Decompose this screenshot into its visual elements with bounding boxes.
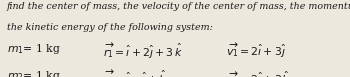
Text: $\overrightarrow{v_1} = 2\hat{\imath} + 3\hat{\jmath}$: $\overrightarrow{v_1} = 2\hat{\imath} + … [226,42,286,60]
Text: $m_1$= 1 kg: $m_1$= 1 kg [7,42,61,56]
Text: $m_2$= 1 kg: $m_2$= 1 kg [7,69,61,77]
Text: $\overrightarrow{r_2} = \hat{\imath} - \hat{\jmath} + \hat{k}$: $\overrightarrow{r_2} = \hat{\imath} - \… [103,69,168,77]
Text: the kinetic energy of the following system:: the kinetic energy of the following syst… [7,23,213,32]
Text: $\overrightarrow{r_1} = \hat{\imath} + 2\hat{\jmath} + 3\,\hat{k}$: $\overrightarrow{r_1} = \hat{\imath} + 2… [103,42,183,61]
Text: $\overrightarrow{v_2} = 2\hat{\jmath} + 3\hat{k}$: $\overrightarrow{v_2} = 2\hat{\jmath} + … [226,69,289,77]
Text: find the center of mass, the velocity of the center of mass, the momentum, and: find the center of mass, the velocity of… [7,2,350,11]
